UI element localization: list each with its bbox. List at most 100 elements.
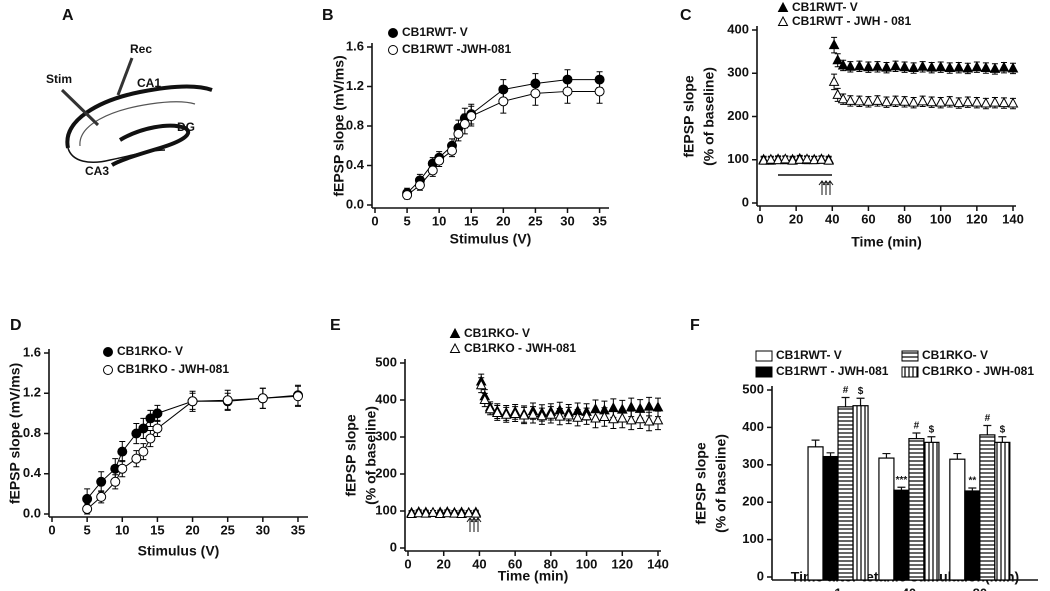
marker bbox=[801, 153, 813, 164]
marker bbox=[509, 407, 521, 419]
marker bbox=[908, 61, 919, 73]
marker bbox=[953, 97, 965, 108]
legend-swatch bbox=[755, 366, 773, 378]
bar bbox=[979, 434, 996, 581]
marker bbox=[427, 506, 439, 517]
marker bbox=[652, 414, 664, 425]
x-tick-label: 25 bbox=[528, 213, 542, 228]
y-tick-label: 1.6 bbox=[23, 344, 41, 359]
x-tick-label: 0 bbox=[756, 211, 763, 226]
marker bbox=[463, 507, 475, 518]
diagram: A Stim Rec CA1 DG CA3 bbox=[46, 7, 213, 178]
y-axis-label: fEPSP slope (mV/ms) bbox=[7, 363, 23, 504]
significance: $ bbox=[1000, 424, 1006, 435]
marker bbox=[449, 507, 460, 518]
marker bbox=[292, 391, 303, 402]
x-tick-label: 20 bbox=[496, 213, 510, 228]
error-bar bbox=[882, 452, 891, 459]
x-tick-label: 20 bbox=[789, 211, 803, 226]
marker bbox=[989, 96, 1001, 107]
marker bbox=[447, 145, 457, 156]
marker bbox=[899, 61, 910, 72]
legend-marker bbox=[103, 347, 113, 357]
marker bbox=[563, 409, 575, 420]
marker bbox=[634, 413, 646, 424]
label: CA3 bbox=[85, 164, 109, 178]
error-bar bbox=[983, 424, 992, 435]
marker bbox=[96, 476, 107, 487]
y-tick-label: 0.8 bbox=[23, 425, 41, 440]
marker bbox=[1007, 97, 1019, 108]
marker bbox=[980, 61, 992, 73]
marker bbox=[794, 153, 806, 164]
y-tick-label: 0 bbox=[757, 568, 764, 583]
marker bbox=[145, 413, 156, 424]
bar bbox=[822, 455, 839, 581]
x-axis-label: Time (min) bbox=[498, 568, 569, 584]
marker bbox=[599, 410, 610, 422]
marker bbox=[402, 190, 413, 201]
marker bbox=[643, 400, 655, 411]
label: Stim bbox=[46, 72, 72, 86]
x-axis-label: Stimulus (V) bbox=[138, 543, 220, 559]
x-tick-label: 15 bbox=[150, 522, 164, 537]
marker bbox=[491, 406, 503, 417]
x-tick-label: 30 bbox=[560, 213, 574, 228]
bar bbox=[807, 446, 824, 581]
bar bbox=[878, 457, 895, 581]
marker bbox=[590, 412, 601, 423]
panel-letter: E bbox=[330, 317, 341, 334]
marker bbox=[971, 61, 983, 72]
marker bbox=[625, 414, 637, 425]
error-bar bbox=[841, 396, 850, 407]
panel-letter: F bbox=[690, 317, 700, 334]
x-tick-label: 20 bbox=[185, 522, 199, 537]
x-axis-label: Time (min) bbox=[851, 234, 922, 250]
marker bbox=[152, 408, 163, 419]
marker bbox=[872, 94, 883, 105]
bar bbox=[949, 458, 966, 581]
y-tick-label: 200 bbox=[727, 108, 749, 123]
marker bbox=[643, 415, 655, 426]
y-tick-label: 0 bbox=[742, 194, 749, 209]
legend-label: CB1RKO- V bbox=[117, 344, 183, 358]
legend-marker bbox=[777, 15, 789, 26]
x-tick-label: 60 bbox=[861, 211, 875, 226]
marker bbox=[138, 446, 149, 457]
marker bbox=[998, 61, 1010, 72]
marker bbox=[863, 95, 874, 106]
legend-swatch bbox=[755, 350, 773, 362]
marker bbox=[908, 96, 919, 107]
marker bbox=[413, 507, 425, 518]
marker bbox=[608, 413, 619, 424]
x-tick-label: 30 bbox=[256, 522, 270, 537]
arrows bbox=[466, 517, 482, 532]
marker bbox=[765, 153, 777, 164]
error-bar bbox=[912, 432, 921, 439]
x-tick-label: 5 bbox=[84, 522, 91, 537]
label: Rec bbox=[130, 42, 152, 56]
error-bar bbox=[826, 452, 835, 457]
y-tick-label: 300 bbox=[742, 456, 764, 471]
marker bbox=[971, 96, 983, 107]
marker bbox=[787, 154, 798, 165]
marker bbox=[500, 408, 512, 419]
legend-marker bbox=[777, 1, 789, 12]
marker bbox=[989, 62, 1001, 73]
marker bbox=[899, 95, 910, 106]
marker bbox=[854, 60, 865, 71]
panel-letter: B bbox=[322, 7, 334, 24]
marker bbox=[527, 408, 539, 419]
marker bbox=[881, 96, 892, 107]
y-tick-label: 400 bbox=[375, 391, 397, 406]
marker bbox=[935, 61, 947, 72]
marker bbox=[82, 493, 93, 504]
y-tick-label: 0.0 bbox=[346, 196, 364, 211]
marker bbox=[518, 409, 530, 420]
panel-letter: D bbox=[10, 317, 22, 334]
marker bbox=[917, 95, 928, 106]
marker bbox=[187, 396, 198, 407]
marker bbox=[536, 410, 548, 421]
marker bbox=[110, 476, 121, 487]
